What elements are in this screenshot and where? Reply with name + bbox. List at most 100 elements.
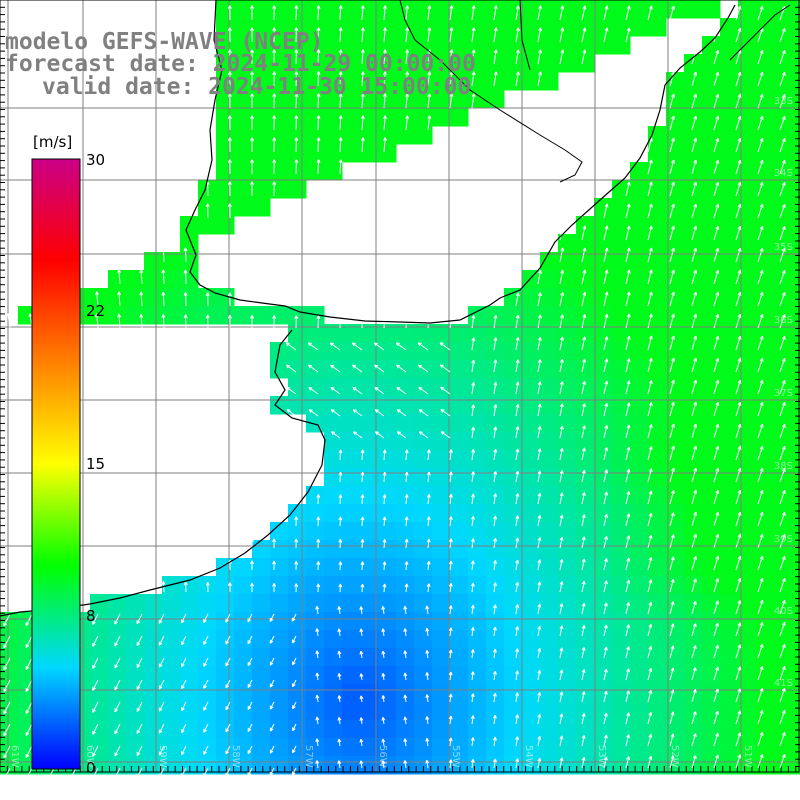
- field-cell: [396, 630, 415, 649]
- wind-arrow: [647, 645, 653, 659]
- field-cell: [468, 0, 487, 19]
- field-cell: [0, 684, 19, 703]
- field-cell: [630, 270, 649, 289]
- field-cell: [792, 540, 800, 559]
- field-cell: [144, 612, 163, 631]
- field-cell: [486, 72, 505, 91]
- field-cell: [396, 720, 415, 739]
- wind-arrow: [757, 379, 764, 395]
- field-cell: [666, 756, 685, 775]
- wind-arrow: [559, 358, 564, 373]
- field-cell: [756, 666, 775, 685]
- field-cell: [252, 0, 271, 19]
- field-cell: [288, 360, 307, 379]
- wind-arrow: [315, 694, 320, 703]
- field-cell: [414, 414, 433, 433]
- field-cell: [540, 360, 559, 379]
- field-cell: [774, 324, 793, 343]
- wind-arrow: [449, 449, 453, 461]
- wind-arrow: [515, 27, 520, 43]
- wind-arrow: [713, 71, 720, 87]
- wind-arrow: [203, 613, 209, 623]
- field-cell: [594, 414, 613, 433]
- wind-arrow: [537, 581, 542, 593]
- wind-arrow: [757, 181, 764, 197]
- wind-arrow: [691, 203, 698, 219]
- field-cell: [594, 612, 613, 631]
- wind-arrow: [581, 514, 586, 527]
- field-cell: [738, 0, 757, 19]
- wind-arrow: [779, 511, 786, 527]
- field-cell: [378, 108, 397, 127]
- field-cell: [450, 504, 469, 523]
- field-cell: [396, 648, 415, 667]
- field-cell: [504, 18, 523, 37]
- field-cell: [684, 90, 703, 109]
- wind-arrow: [779, 313, 786, 329]
- field-cell: [612, 486, 631, 505]
- field-cell: [216, 198, 235, 217]
- wind-arrow: [625, 624, 630, 637]
- field-cell: [342, 504, 361, 523]
- wind-arrow: [625, 468, 631, 483]
- wind-arrow: [338, 561, 343, 571]
- field-cell: [738, 126, 757, 145]
- field-cell: [756, 234, 775, 253]
- wind-arrow: [183, 581, 188, 593]
- field-cell: [558, 450, 577, 469]
- wind-arrow: [227, 93, 232, 109]
- wind-arrow: [559, 447, 564, 461]
- field-cell: [468, 450, 487, 469]
- wind-arrow: [713, 489, 720, 505]
- field-cell: [252, 630, 271, 649]
- wind-arrow: [448, 583, 453, 593]
- field-cell: [198, 666, 217, 685]
- field-cell: [702, 702, 721, 721]
- field-cell: [756, 180, 775, 199]
- wind-arrow: [603, 580, 608, 593]
- wind-arrow: [537, 647, 542, 659]
- field-cell: [180, 702, 199, 721]
- wind-arrow: [779, 467, 786, 483]
- field-cell: [630, 216, 649, 235]
- field-cell: [702, 54, 721, 73]
- field-cell: [324, 540, 343, 559]
- wind-arrow: [625, 181, 631, 197]
- wind-arrow: [735, 423, 742, 439]
- wind-arrow: [337, 738, 342, 747]
- wind-arrow: [691, 137, 698, 153]
- wind-arrow: [735, 27, 742, 43]
- field-cell: [486, 36, 505, 55]
- field-cell: [198, 702, 217, 721]
- wind-arrow: [691, 645, 697, 659]
- field-cell: [702, 720, 721, 739]
- wind-arrow: [581, 380, 587, 395]
- field-cell: [414, 468, 433, 487]
- field-cell: [234, 630, 253, 649]
- wind-arrow: [757, 555, 764, 571]
- field-cell: [126, 720, 145, 739]
- wind-arrow: [247, 657, 253, 666]
- wind-arrow: [691, 467, 698, 483]
- field-cell: [378, 504, 397, 523]
- field-cell: [360, 684, 379, 703]
- wind-arrow: [439, 342, 451, 351]
- wind-arrow: [603, 425, 609, 439]
- wind-arrow: [559, 470, 564, 483]
- field-cell: [702, 234, 721, 253]
- wind-arrow: [360, 115, 365, 131]
- wind-arrow: [625, 446, 631, 461]
- field-cell: [324, 702, 343, 721]
- wind-arrow: [493, 515, 498, 527]
- field-cell: [648, 504, 667, 523]
- field-cell: [522, 612, 541, 631]
- field-cell: [774, 360, 793, 379]
- field-cell: [234, 306, 253, 325]
- field-cell: [288, 702, 307, 721]
- wind-arrow: [92, 635, 99, 647]
- wind-arrow: [625, 535, 631, 549]
- wind-arrow: [713, 49, 720, 65]
- wind-arrow: [559, 425, 564, 439]
- wind-arrow: [161, 291, 166, 307]
- wind-arrow: [713, 710, 719, 725]
